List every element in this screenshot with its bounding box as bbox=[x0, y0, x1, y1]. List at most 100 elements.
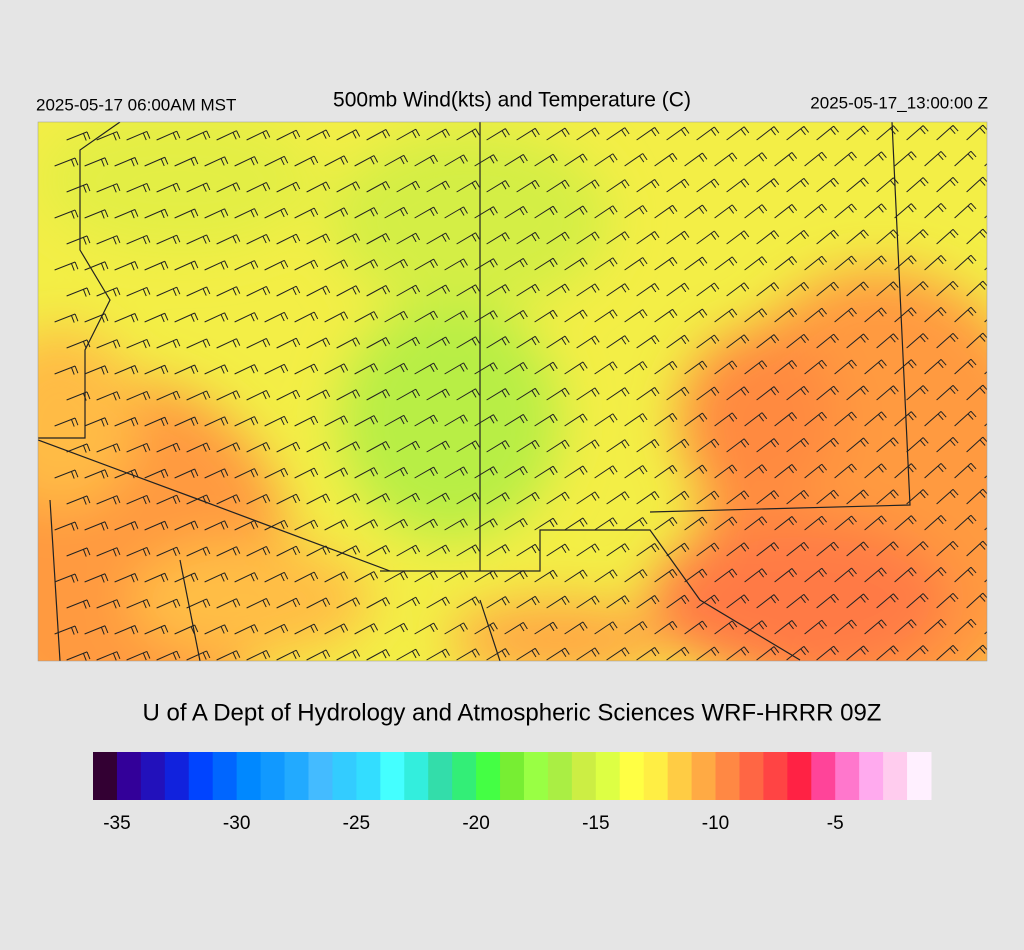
wind-barb bbox=[564, 361, 588, 375]
wind-barb bbox=[816, 385, 839, 401]
colorbar-swatch bbox=[835, 752, 860, 800]
wind-barb bbox=[846, 489, 869, 505]
wind-barb bbox=[744, 568, 768, 583]
wind-barb bbox=[954, 358, 977, 375]
wind-barb bbox=[144, 572, 169, 583]
wind-barb bbox=[816, 437, 839, 453]
wind-barb bbox=[126, 494, 151, 505]
wind-barb bbox=[984, 267, 987, 271]
wind-barb bbox=[204, 364, 229, 375]
wind-barb bbox=[696, 438, 720, 453]
wind-barb bbox=[894, 359, 917, 375]
wind-barb bbox=[486, 336, 510, 349]
colorbar: -35 -30 -25 -20 -15 -10 -5 bbox=[93, 752, 932, 834]
wind-barb bbox=[906, 437, 929, 453]
wind-barb bbox=[114, 157, 139, 167]
wind-barb bbox=[906, 645, 929, 661]
wind-barb bbox=[786, 177, 810, 193]
wind-barb bbox=[906, 541, 929, 557]
wind-barb bbox=[156, 650, 181, 661]
wind-barb bbox=[954, 202, 977, 219]
wind-barb bbox=[546, 127, 570, 141]
wind-barb bbox=[114, 417, 139, 427]
wind-barb bbox=[276, 441, 301, 453]
wind-barb bbox=[564, 257, 588, 271]
wind-barb bbox=[204, 572, 229, 583]
wind-barb bbox=[54, 365, 79, 375]
wind-barb bbox=[654, 152, 678, 167]
wind-barb bbox=[936, 436, 959, 453]
wind-barb bbox=[426, 648, 450, 661]
wind-barb bbox=[864, 255, 887, 271]
colorbar-swatch bbox=[452, 752, 477, 800]
wind-barb bbox=[924, 151, 947, 167]
wind-barb bbox=[156, 182, 181, 193]
wind-barb bbox=[666, 230, 690, 245]
wind-barb bbox=[276, 337, 301, 349]
wind-barb bbox=[204, 624, 229, 635]
wind-barb bbox=[306, 129, 331, 141]
wind-barb bbox=[726, 386, 750, 401]
wind-barb bbox=[264, 519, 289, 531]
wind-barb bbox=[426, 544, 450, 557]
wind-barb bbox=[666, 126, 690, 141]
wind-barb bbox=[684, 308, 708, 323]
colorbar-swatch bbox=[667, 752, 693, 800]
wind-barb bbox=[504, 257, 528, 271]
wind-barb bbox=[594, 569, 618, 583]
wind-barb bbox=[504, 465, 528, 479]
wind-barb bbox=[336, 389, 361, 401]
wind-barb bbox=[414, 414, 438, 427]
wind-barb bbox=[786, 645, 810, 661]
wind-barb bbox=[234, 468, 259, 479]
wind-barb bbox=[786, 333, 810, 349]
wind-barb bbox=[174, 208, 199, 219]
wind-barb bbox=[624, 569, 648, 583]
wind-barb bbox=[606, 595, 630, 609]
wind-barb bbox=[174, 312, 199, 323]
wind-barb bbox=[204, 468, 229, 479]
wind-barb bbox=[744, 256, 768, 271]
wind-barb bbox=[264, 623, 289, 635]
wind-barb bbox=[666, 386, 690, 401]
wind-barb bbox=[804, 255, 827, 271]
wind-barb bbox=[894, 567, 917, 583]
wind-barb bbox=[576, 491, 600, 505]
colorbar-swatch bbox=[380, 752, 405, 800]
wind-barb bbox=[204, 312, 229, 323]
colorbar-swatch bbox=[476, 752, 501, 800]
wind-barb bbox=[906, 281, 929, 297]
wind-barb bbox=[696, 334, 720, 349]
wind-barb bbox=[684, 568, 708, 583]
wind-barb bbox=[216, 598, 241, 609]
wind-barb bbox=[486, 128, 510, 141]
wind-barb bbox=[864, 359, 887, 375]
wind-barb bbox=[336, 441, 361, 453]
wind-barb bbox=[186, 338, 211, 349]
wind-barb bbox=[204, 416, 229, 427]
wind-barb bbox=[906, 385, 929, 401]
colorbar-swatch bbox=[715, 752, 740, 800]
wind-barb bbox=[624, 205, 648, 219]
wind-barb bbox=[924, 619, 947, 635]
wind-barb bbox=[654, 412, 678, 427]
wind-barb bbox=[474, 310, 498, 323]
wind-barb bbox=[84, 625, 109, 635]
wind-barb bbox=[786, 593, 810, 609]
wind-barb bbox=[234, 624, 259, 635]
colorbar-tick-label: -25 bbox=[343, 813, 370, 834]
wind-barb bbox=[534, 569, 558, 583]
wind-barb bbox=[786, 229, 810, 245]
wind-barb bbox=[414, 518, 438, 531]
valid-utc-time: 2025-05-17_13:00:00 Z bbox=[810, 93, 988, 112]
wind-barb bbox=[804, 203, 827, 219]
wind-barb bbox=[984, 371, 987, 375]
wind-barb bbox=[126, 182, 151, 193]
wind-barb bbox=[666, 646, 690, 661]
wind-barb bbox=[264, 571, 289, 583]
colorbar-swatch bbox=[260, 752, 286, 800]
wind-barb bbox=[546, 179, 570, 193]
wind-barb bbox=[144, 416, 169, 427]
wind-barb bbox=[114, 521, 139, 531]
wind-barb bbox=[96, 131, 121, 141]
